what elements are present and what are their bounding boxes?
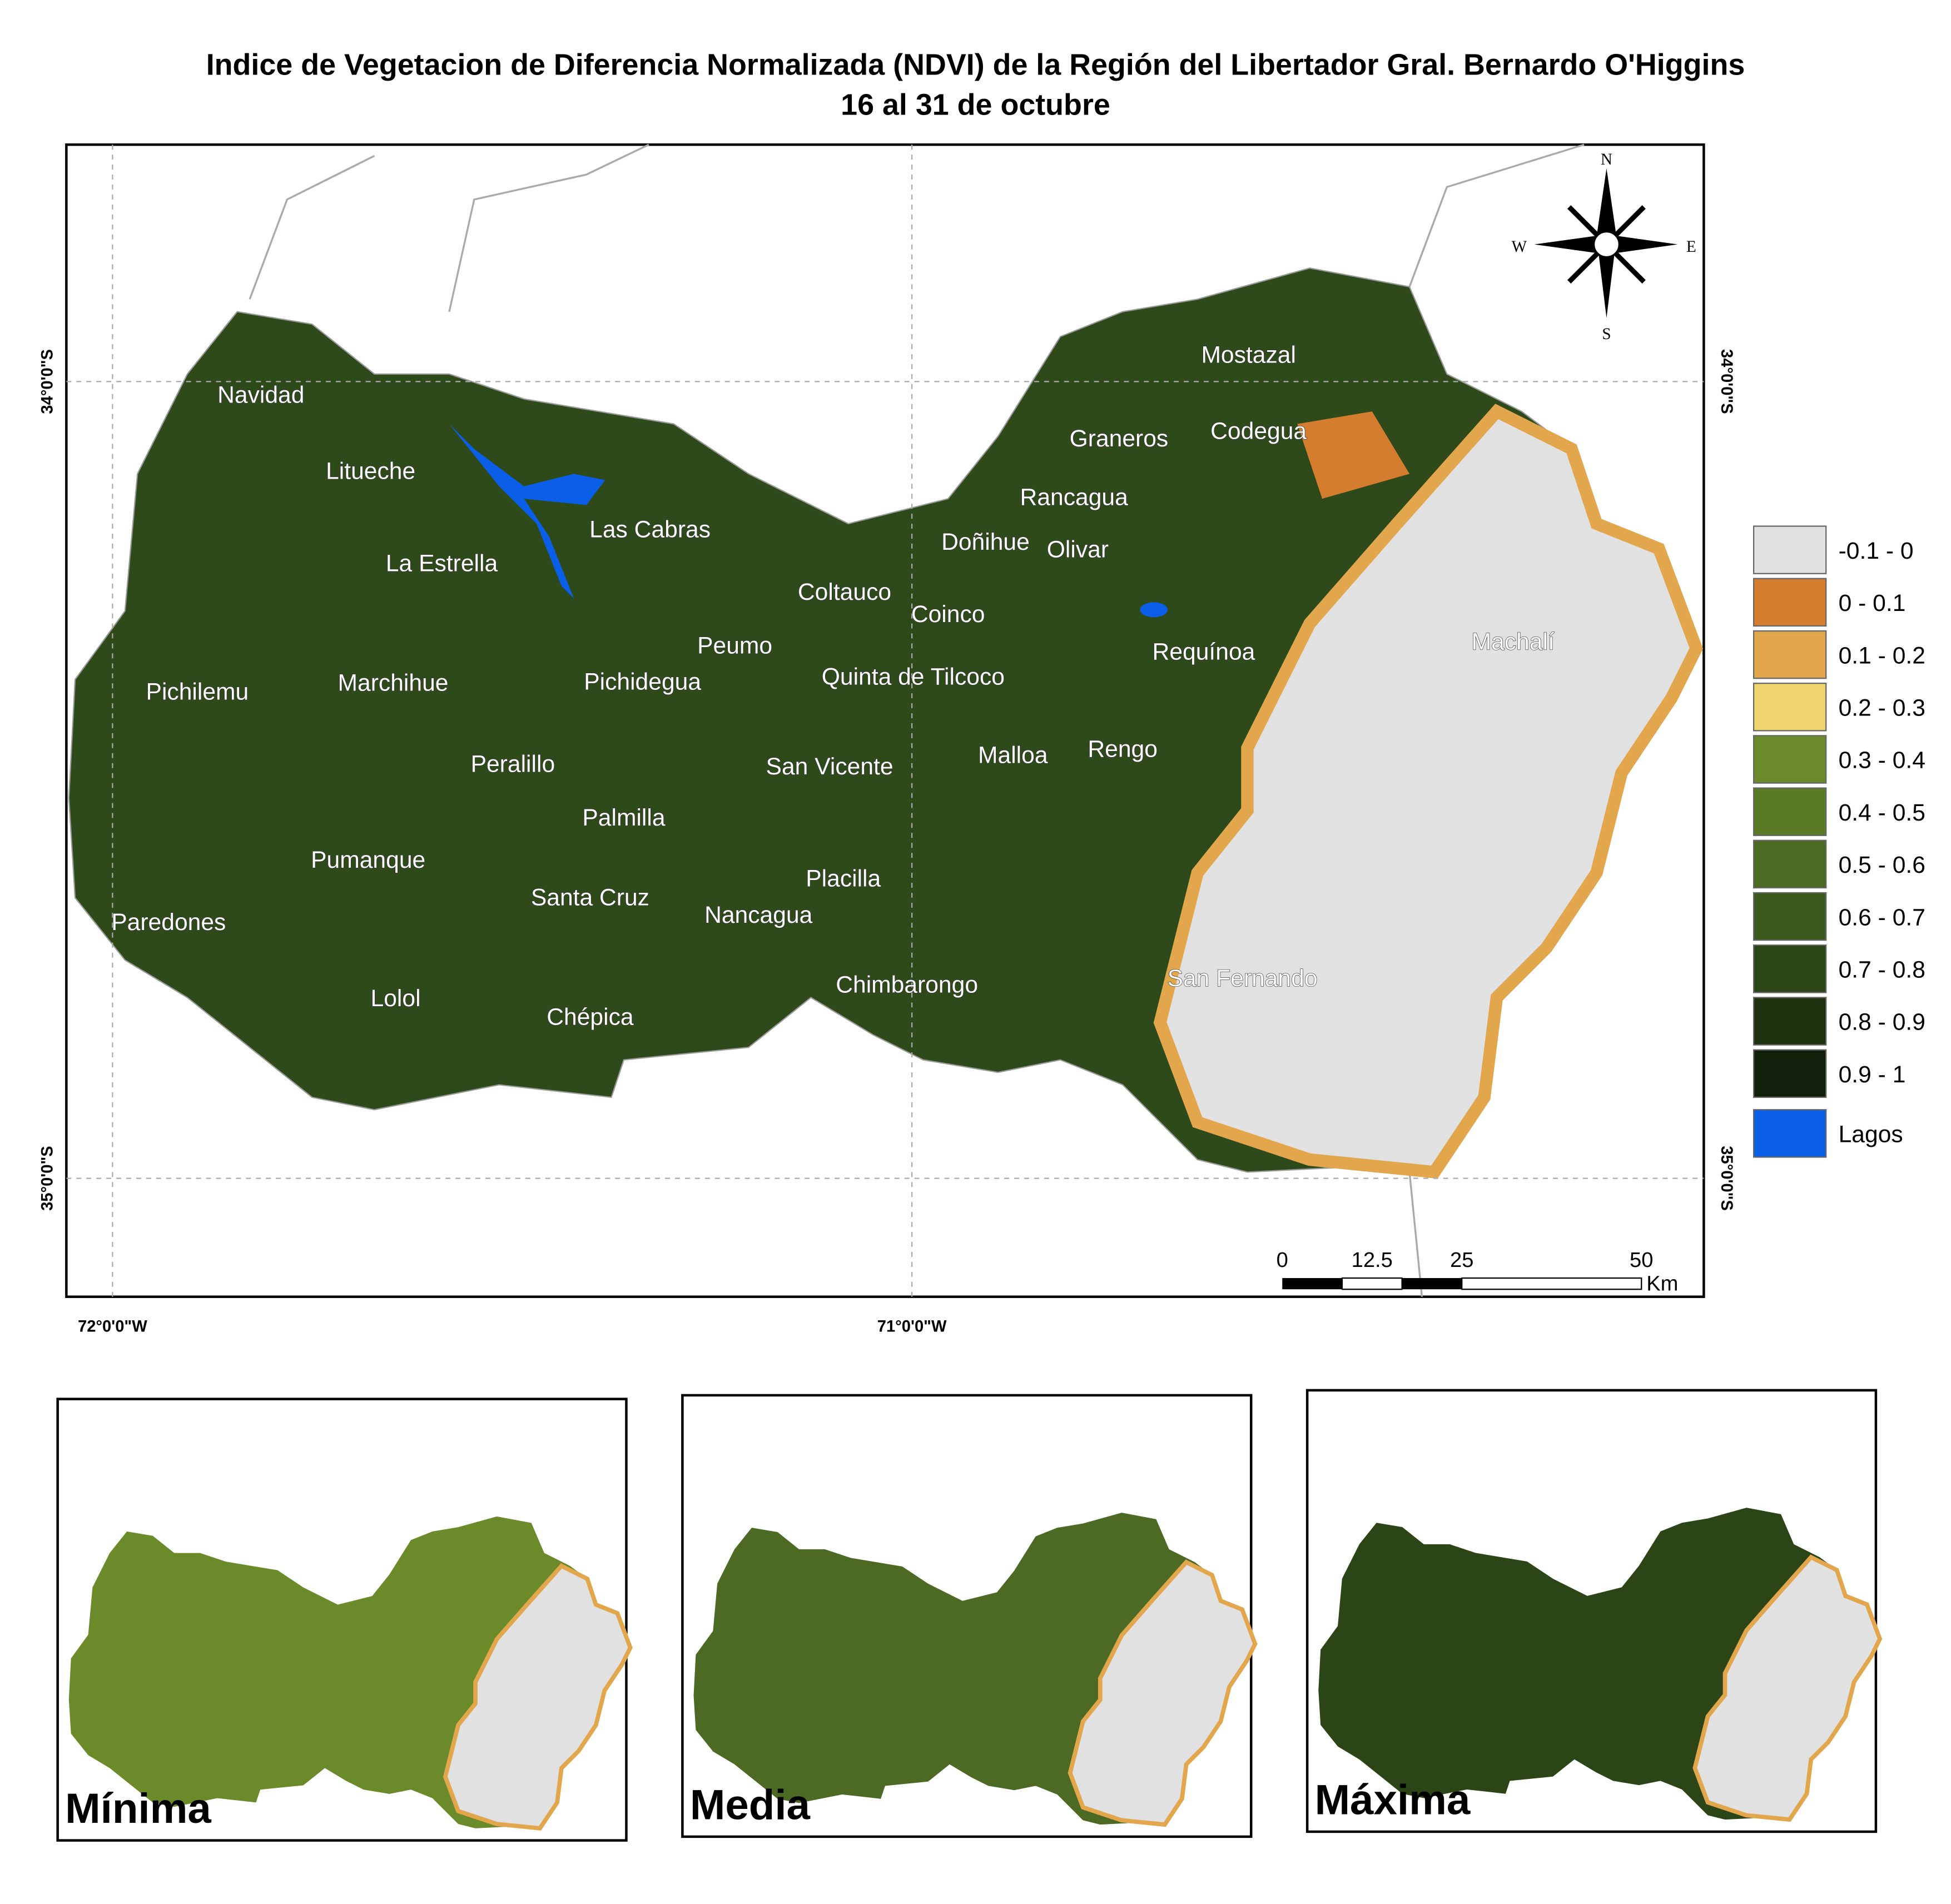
lat-label: 34°0'0"S [39, 349, 57, 414]
legend-swatch [1753, 735, 1827, 784]
place-label: Rengo [1088, 735, 1158, 762]
place-label: Codegua [1210, 418, 1307, 445]
place-label: Doñihue [941, 529, 1030, 555]
place-label: San Fernando [1167, 965, 1317, 992]
scale-tick: 25 [1450, 1248, 1473, 1272]
place-label: Olivar [1047, 536, 1109, 563]
place-label: Placilla [806, 866, 881, 892]
compass-letter: E [1686, 238, 1696, 256]
legend-swatch [1753, 683, 1827, 732]
place-label: Machalí [1472, 629, 1555, 655]
legend-label: 0.5 - 0.6 [1839, 852, 1925, 878]
compass-letter: N [1601, 151, 1612, 168]
scale-bar [1282, 1277, 1642, 1290]
place-label: Pichilemu [146, 678, 249, 705]
inset-label: Máxima [1315, 1777, 1471, 1824]
legend-label: -0.1 - 0 [1839, 538, 1914, 564]
graticule [66, 145, 1704, 1297]
legend-label: 0.8 - 0.9 [1839, 1009, 1925, 1036]
place-label: Mostazal [1201, 342, 1296, 369]
scale-tick: 0 [1277, 1248, 1288, 1272]
lon-label: 72°0'0"W [78, 1318, 147, 1335]
place-label: San Vicente [766, 753, 893, 780]
lon-label: 71°0'0"W [877, 1318, 947, 1335]
legend-swatch [1753, 944, 1827, 993]
legend-swatch [1753, 787, 1827, 836]
place-label: Quinta de Tilcoco [822, 663, 1005, 690]
place-label: Navidad [217, 381, 304, 408]
compass-letter: S [1602, 325, 1611, 343]
legend-swatch [1753, 525, 1827, 574]
place-label: Peumo [697, 632, 772, 659]
compass-letter: W [1512, 238, 1527, 256]
place-label: Requínoa [1153, 639, 1255, 665]
compass [1534, 168, 1678, 318]
place-label: Lolol [371, 985, 421, 1012]
main-map [65, 143, 1705, 1298]
place-label: Chimbarongo [836, 971, 978, 998]
subtitle: 16 al 31 de octubre [841, 88, 1110, 121]
inset-label: Mínima [65, 1785, 211, 1832]
legend-swatch [1753, 630, 1827, 679]
place-label: Pumanque [311, 847, 425, 873]
place-label: Litueche [326, 458, 415, 484]
legend-swatch [1753, 1109, 1827, 1158]
legend-label: 0.9 - 1 [1839, 1061, 1906, 1088]
place-label: Pichidegua [584, 668, 701, 695]
legend-label: 0.4 - 0.5 [1839, 799, 1925, 826]
place-label: Nancagua [704, 902, 813, 928]
place-label: Coltauco [798, 579, 891, 605]
place-label: Santa Cruz [531, 884, 649, 911]
lake [449, 424, 605, 599]
legend-label: 0 - 0.1 [1839, 590, 1906, 617]
lat-label: 35°0'0"S [39, 1146, 57, 1211]
place-label: Malloa [978, 742, 1048, 769]
place-label: Marchihue [338, 670, 449, 697]
place-label: Peralillo [471, 750, 555, 777]
legend-swatch [1753, 892, 1827, 941]
lat-label: 34°0'0"S [1717, 349, 1735, 414]
inset-label: Media [690, 1781, 811, 1828]
border-lines [249, 143, 1585, 1297]
place-label: Palmilla [582, 804, 665, 831]
place-label: Graneros [1070, 425, 1169, 452]
legend-label: 0.3 - 0.4 [1839, 747, 1925, 774]
scale-tick: 12.5 [1352, 1248, 1393, 1272]
legend-label: 0.7 - 0.8 [1839, 956, 1925, 983]
legend-swatch [1753, 578, 1827, 627]
legend-swatch [1753, 839, 1827, 889]
place-label: Rancagua [1020, 484, 1129, 510]
legend-label: 0.6 - 0.7 [1839, 904, 1925, 931]
legend-label: 0.1 - 0.2 [1839, 642, 1925, 669]
scale-tick: 50 [1630, 1248, 1653, 1272]
legend-swatch [1753, 997, 1827, 1046]
place-label: Coinco [911, 601, 985, 628]
scale-unit: Km [1646, 1271, 1678, 1295]
bare-zone [1297, 411, 1410, 499]
place-label: Las Cabras [589, 516, 711, 543]
lake [1140, 602, 1168, 618]
title: Indice de Vegetacion de Diferencia Norma… [206, 48, 1745, 82]
lat-label: 35°0'0"S [1717, 1146, 1735, 1211]
place-label: Paredones [111, 909, 226, 936]
place-label: Chépica [547, 1004, 634, 1031]
legend-swatch [1753, 1049, 1827, 1098]
place-label: La Estrella [386, 550, 498, 576]
legend-label: 0.2 - 0.3 [1839, 694, 1925, 721]
legend-label: Lagos [1839, 1121, 1903, 1148]
